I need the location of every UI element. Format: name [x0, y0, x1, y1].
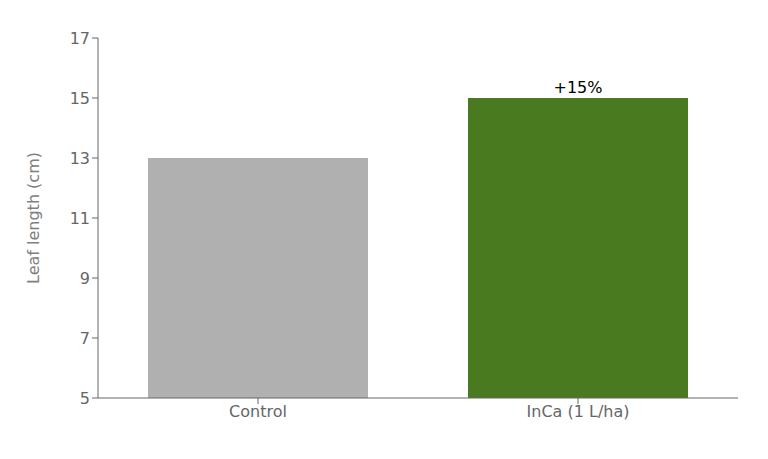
svg-text:Control: Control	[229, 402, 287, 421]
svg-text:11: 11	[70, 209, 90, 228]
svg-text:15: 15	[70, 89, 90, 108]
svg-text:7: 7	[80, 329, 90, 348]
svg-text:17: 17	[70, 29, 90, 48]
svg-text:9: 9	[80, 269, 90, 288]
svg-text:13: 13	[70, 149, 90, 168]
svg-text:5: 5	[80, 389, 90, 408]
svg-text:Leaf length (cm): Leaf length (cm)	[24, 152, 43, 284]
svg-text:InCa (1 L/ha): InCa (1 L/ha)	[527, 402, 630, 421]
svg-text:+15%: +15%	[554, 78, 603, 97]
